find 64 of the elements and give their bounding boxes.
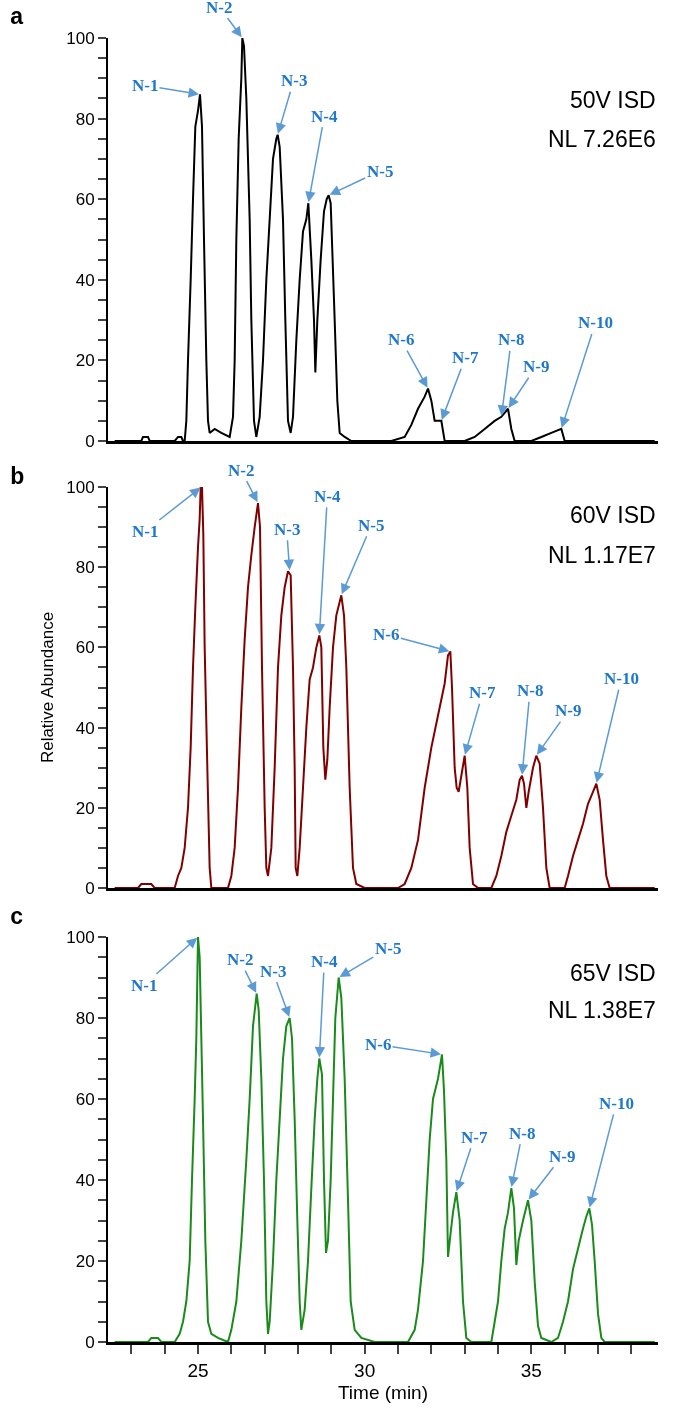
annotation: N-7 (469, 683, 496, 702)
y-tick-label: 20 (75, 798, 95, 818)
y-tick-label: 0 (85, 878, 95, 898)
y-tick-label: 0 (85, 431, 95, 451)
annotation: N-1 (132, 76, 159, 95)
annotation: N-6 (365, 1035, 392, 1054)
annotation: N-8 (509, 1124, 536, 1143)
y-tick-label: 60 (75, 190, 95, 210)
annotation: N-9 (523, 357, 550, 376)
annotation: N-3 (274, 520, 301, 539)
annotation: N-7 (461, 1128, 488, 1147)
annotation: 60V ISD (570, 502, 656, 528)
chart-title: a (10, 3, 24, 30)
y-tick-label: 40 (75, 1170, 95, 1190)
annotation: N-2 (206, 0, 233, 17)
annotation: N-1 (132, 522, 159, 541)
y-tick-label: 60 (75, 638, 95, 658)
y-tick-label: 80 (75, 1008, 95, 1028)
annotation: N-4 (311, 107, 338, 126)
annotation: N-6 (373, 625, 400, 644)
x-tick-label: 25 (187, 1359, 209, 1381)
annotation: 50V ISD (570, 87, 656, 113)
annotation: N-8 (498, 330, 525, 349)
y-tick-label: 100 (66, 927, 95, 947)
annotation: N-1 (131, 976, 158, 995)
annotation: N-4 (311, 952, 338, 971)
annotation: N-10 (578, 313, 613, 332)
annotation: N-2 (227, 950, 254, 969)
chart-title: b (10, 463, 25, 490)
annotation: N-10 (599, 1094, 634, 1113)
annotation: NL 1.17E7 (548, 542, 656, 568)
annotation: N-9 (555, 701, 582, 720)
annotation: N-2 (228, 461, 255, 480)
y-tick-label: 40 (75, 718, 95, 738)
y-tick-label: 80 (75, 109, 95, 129)
annotation: N-4 (314, 487, 341, 506)
x-axis-title: Time (min) (337, 1381, 429, 1403)
annotation: NL 7.26E6 (548, 126, 656, 152)
y-tick-label: 60 (75, 1089, 95, 1109)
annotation: N-3 (260, 962, 287, 981)
annotation: N-8 (517, 681, 544, 700)
line-series (113, 487, 656, 888)
y-tick-label: 20 (75, 351, 95, 371)
annotation: N-3 (281, 71, 308, 90)
annotation: N-5 (367, 162, 394, 181)
y-tick-label: 100 (66, 28, 95, 48)
y-tick-label: 80 (75, 558, 95, 578)
chart-title: c (10, 903, 24, 930)
annotation: N-6 (388, 330, 415, 349)
x-tick-label: 35 (520, 1359, 542, 1381)
x-tick-label: 30 (354, 1359, 376, 1381)
annotation: N-10 (604, 669, 639, 688)
annotation: N-5 (375, 939, 402, 958)
annotation: NL 1.38E7 (548, 997, 656, 1023)
y-tick-label: 0 (85, 1332, 95, 1352)
y-tick-label: 20 (75, 1251, 95, 1271)
annotation: N-7 (452, 348, 479, 367)
line-series (113, 937, 656, 1342)
annotation: N-9 (549, 1147, 576, 1166)
annotation: 65V ISD (570, 960, 656, 986)
y-tick-label: 100 (66, 477, 95, 497)
y-tick-label: 40 (75, 270, 95, 290)
y-axis-title: Relative Abundance (38, 611, 58, 764)
annotation: N-5 (358, 516, 385, 535)
